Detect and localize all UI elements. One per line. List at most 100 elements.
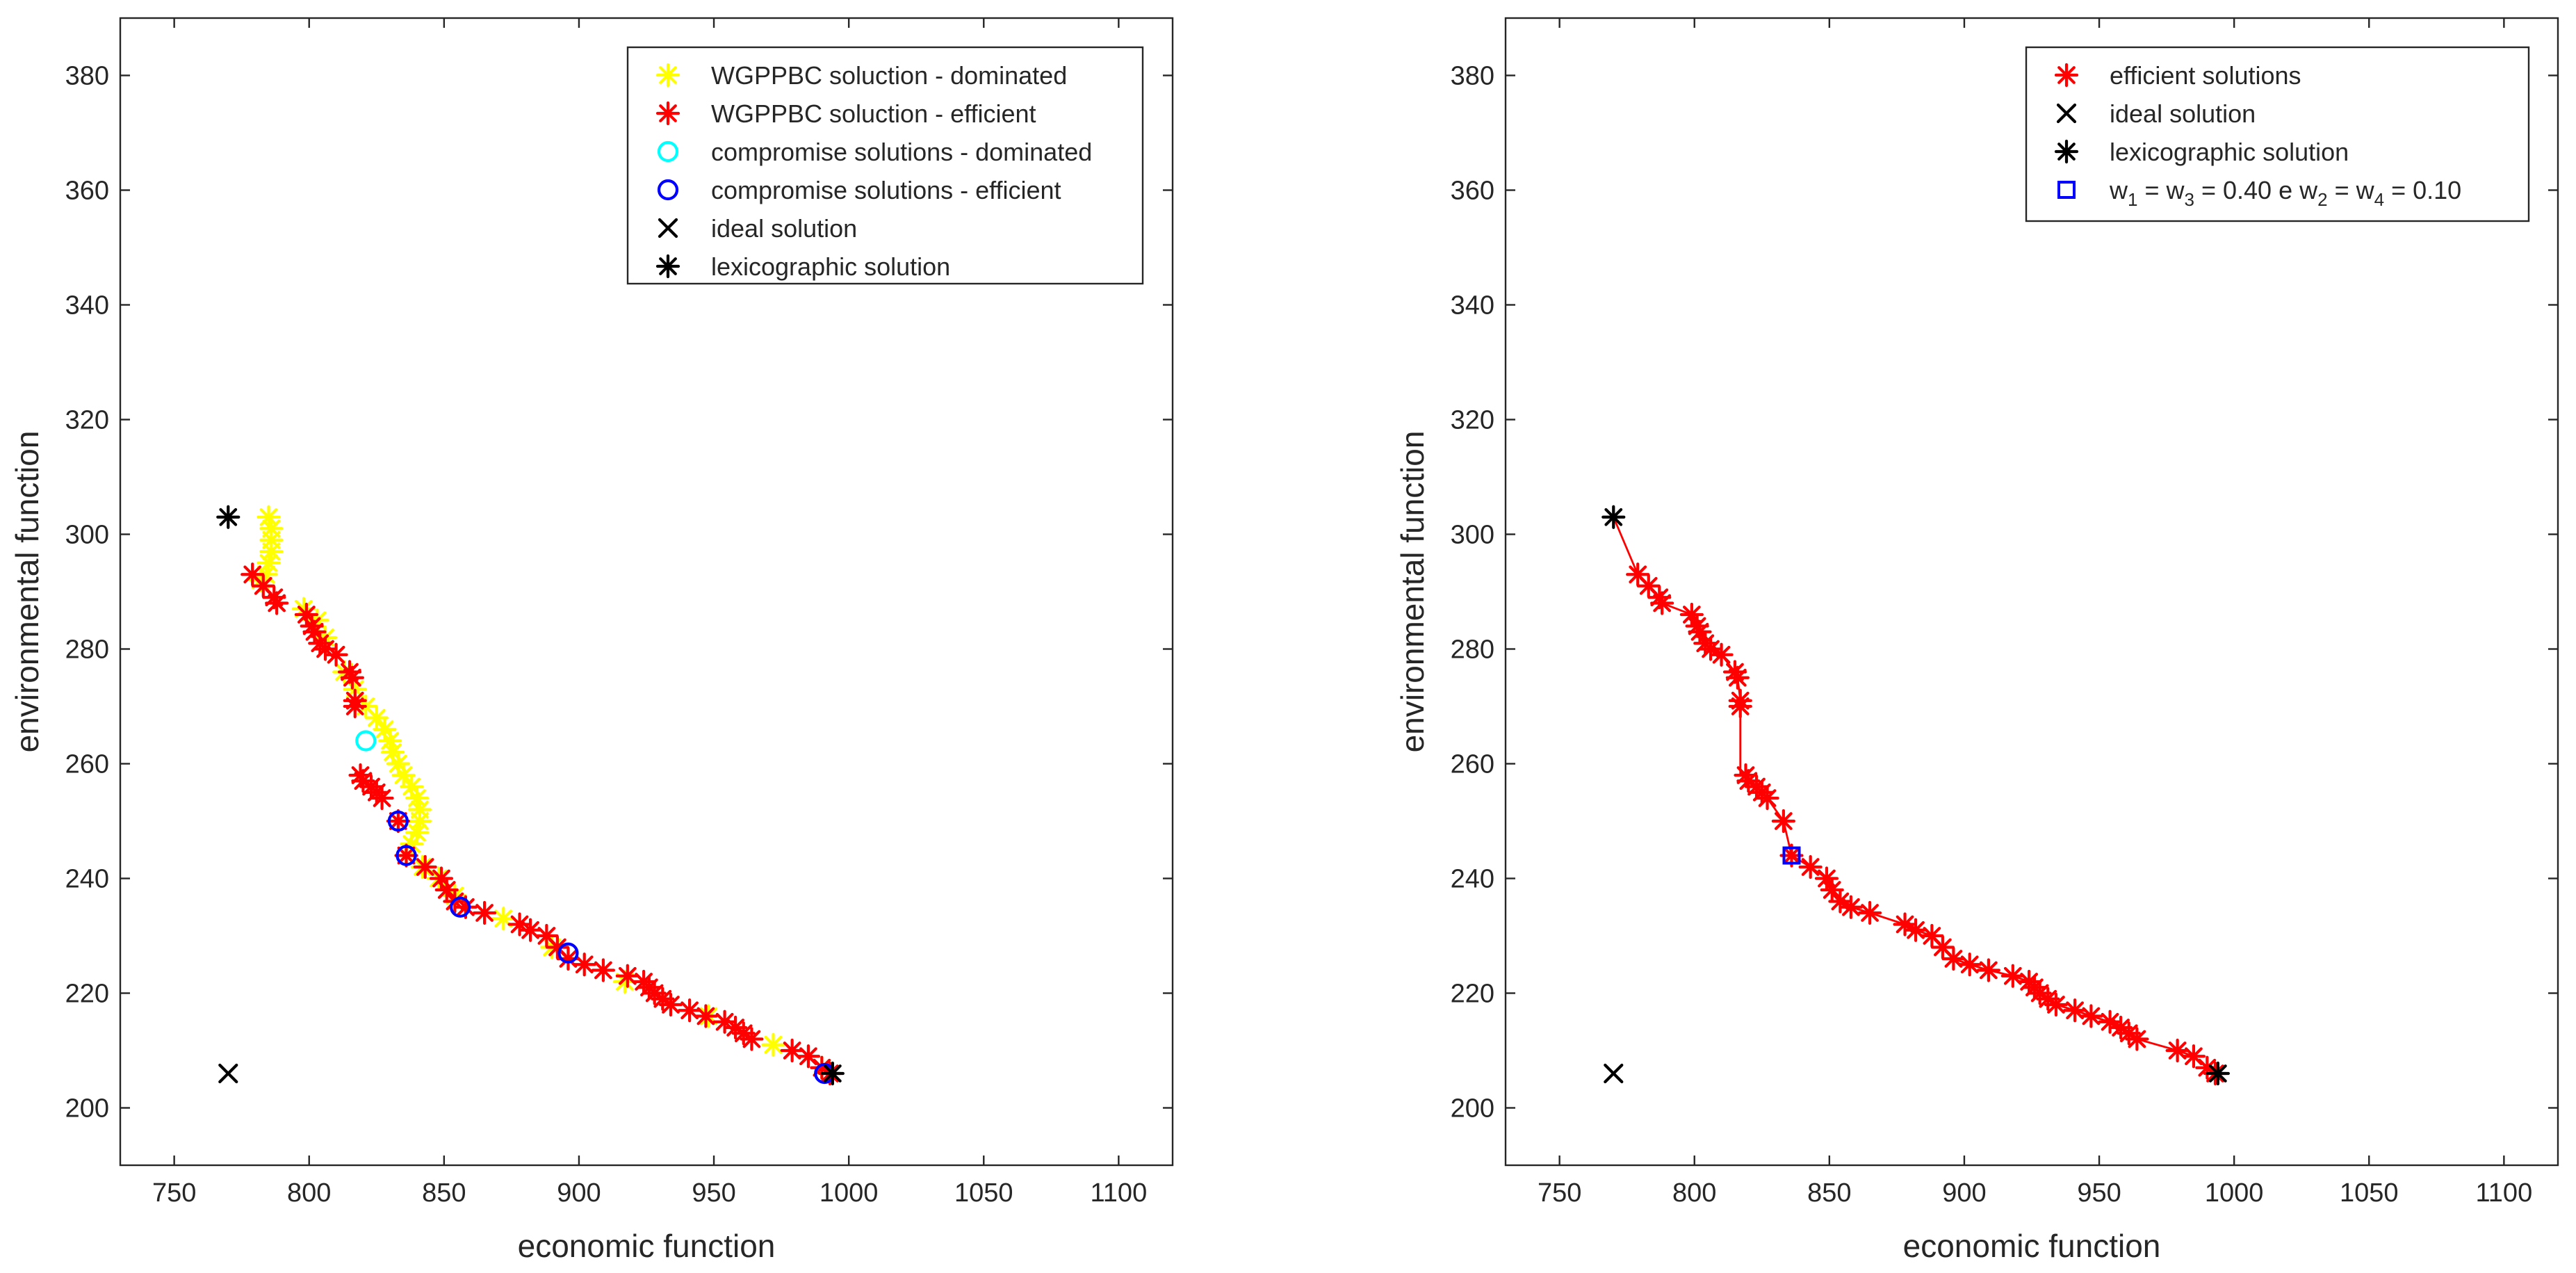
y-axis-label: environmental function	[1394, 431, 1430, 753]
data-point	[1903, 918, 1928, 942]
x-tick-label: 1000	[2205, 1178, 2264, 1208]
y-tick-label: 240	[1451, 865, 1494, 894]
y-axis-label: environmental function	[9, 431, 45, 753]
data-point	[400, 775, 424, 799]
data-point	[450, 896, 471, 918]
data-point	[216, 505, 241, 529]
legend-label: ideal solution	[711, 214, 857, 243]
legend-marker	[658, 218, 678, 238]
x-tick-label: 800	[1672, 1178, 1716, 1208]
data-point	[591, 958, 615, 982]
data-point	[1820, 877, 1844, 902]
y-tick-label: 280	[1451, 635, 1494, 665]
data-point	[396, 845, 417, 866]
series-2	[1601, 505, 2230, 1086]
data-point	[820, 1061, 845, 1086]
data-point	[1601, 505, 1626, 529]
data-point	[1957, 952, 1982, 977]
y-tick-label: 380	[65, 62, 109, 91]
series-5	[216, 505, 845, 1086]
x-tick-label: 1000	[820, 1178, 879, 1208]
x-tick-label: 950	[2077, 1178, 2121, 1208]
data-point	[364, 706, 389, 730]
data-point	[413, 854, 437, 879]
data-point	[265, 591, 289, 615]
legend-text-part: = 0.40 e w	[2194, 176, 2318, 204]
data-point	[1976, 958, 2000, 982]
data-point	[557, 942, 579, 964]
y-tick-label: 360	[65, 177, 109, 206]
legend-label: WGPPBC soluction - dominated	[711, 61, 1067, 90]
data-point	[1930, 935, 1955, 959]
legend-box	[2025, 46, 2530, 222]
legend-label: lexicographic solution	[711, 252, 950, 281]
series-3	[1782, 846, 1801, 865]
data-point	[1839, 895, 1864, 919]
data-point	[1650, 591, 1674, 615]
data-point	[491, 907, 516, 931]
legend-label: w1 = w3 = 0.40 e w2 = w4 = 0.10	[2109, 176, 2461, 210]
y-tick-label: 200	[65, 1094, 109, 1124]
y-tick-label: 280	[65, 635, 109, 665]
y-tick-label: 340	[1451, 291, 1494, 321]
data-point	[2165, 1038, 2190, 1063]
data-point	[518, 918, 543, 942]
legend-marker	[657, 179, 679, 201]
data-point	[218, 1063, 238, 1084]
data-point	[343, 694, 367, 719]
right-chart: 750 800 850 900 950 1000 1050 1100 200 220 240 260 2…	[1394, 17, 2559, 1264]
legend-label: compromise solutions - dominated	[711, 138, 1092, 166]
left-chart: 750 800 850 900 950 1000 1050 1100 200 220 240 260 2…	[9, 17, 1174, 1264]
x-tick-label: 900	[557, 1178, 601, 1208]
legend-subscript: 4	[2374, 189, 2384, 210]
x-axis-label: economic function	[518, 1228, 776, 1264]
data-point	[761, 1032, 785, 1057]
y-tick-label: 320	[65, 406, 109, 435]
data-point	[1782, 846, 1801, 865]
legend-text-part: w	[2109, 176, 2128, 204]
x-tick-label: 1050	[954, 1178, 1013, 1208]
data-point	[434, 877, 459, 902]
y-tick-label: 320	[1451, 406, 1494, 435]
y-tick-label: 380	[1451, 62, 1494, 91]
series-1	[1604, 1063, 1624, 1084]
data-point	[355, 730, 377, 752]
data-point	[2206, 1061, 2230, 1086]
data-point	[340, 665, 364, 690]
data-point	[370, 786, 394, 811]
x-tick-label: 750	[152, 1178, 196, 1208]
legend-subscript: 3	[2185, 189, 2194, 210]
data-point	[2125, 1027, 2149, 1051]
x-tick-label: 800	[287, 1178, 331, 1208]
legend: WGPPBC soluction - dominated WGPPBC soluc…	[626, 46, 1144, 285]
data-point	[1941, 946, 1966, 971]
data-point	[572, 952, 596, 977]
x-tick-label: 850	[1807, 1178, 1851, 1208]
legend-marker	[655, 254, 680, 279]
legend: efficient solutions ideal solution lexicog…	[2025, 46, 2530, 222]
y-tick-label: 220	[1451, 980, 1494, 1009]
y-tick-label: 240	[65, 865, 109, 894]
x-tick-label: 950	[692, 1178, 735, 1208]
data-point	[1604, 1063, 1624, 1084]
y-tick-label: 340	[65, 291, 109, 321]
data-point	[1771, 809, 1795, 834]
y-tick-label: 260	[1451, 750, 1494, 779]
data-point	[324, 642, 348, 667]
series-1	[241, 562, 842, 1086]
legend-marker	[2057, 181, 2076, 199]
x-tick-label: 1100	[2475, 1178, 2532, 1208]
legend-marker	[655, 101, 680, 126]
legend-subscript: 1	[2128, 189, 2137, 210]
y-tick-label: 200	[1451, 1094, 1494, 1124]
y-tick-label: 300	[1451, 521, 1494, 550]
legend-text-part: = w	[2137, 176, 2185, 204]
x-tick-label: 1050	[2340, 1178, 2399, 1208]
data-point	[2063, 998, 2087, 1023]
y-tick-label: 260	[65, 750, 109, 779]
legend-marker	[2056, 103, 2077, 124]
data-point	[386, 809, 410, 834]
data-point	[694, 1004, 718, 1028]
data-point	[1709, 642, 1734, 667]
